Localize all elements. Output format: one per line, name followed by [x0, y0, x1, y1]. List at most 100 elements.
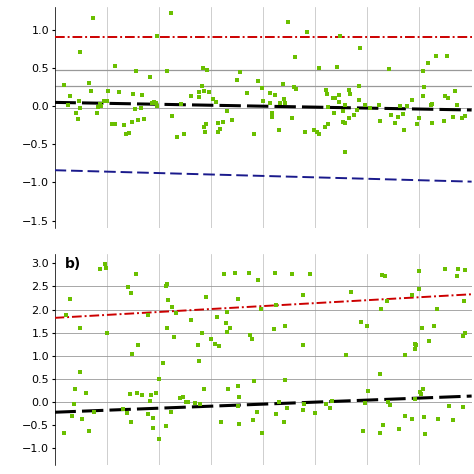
Point [138, 392, 146, 399]
Point [85, 80, 93, 87]
Point [376, 429, 384, 437]
Point [461, 329, 468, 337]
Point [93, 109, 101, 117]
Point [254, 408, 261, 416]
Point [460, 297, 467, 304]
Point [272, 270, 279, 277]
Point [147, 392, 155, 399]
Point [66, 92, 74, 100]
Point [339, 107, 346, 115]
Point [455, 265, 462, 273]
Point [417, 391, 425, 398]
Point [135, 116, 142, 123]
Point [415, 267, 422, 275]
Point [342, 148, 349, 156]
Point [341, 119, 349, 127]
Point [167, 9, 175, 17]
Point [96, 100, 104, 108]
Point [97, 102, 104, 110]
Point [441, 265, 449, 273]
Point [449, 113, 457, 121]
Point [343, 351, 350, 359]
Point [290, 83, 298, 91]
Point [246, 331, 254, 338]
Point [335, 91, 343, 99]
Point [219, 118, 227, 126]
Point [401, 126, 408, 134]
Point [384, 398, 392, 406]
Point [70, 400, 78, 408]
Point [95, 103, 102, 111]
Point [162, 423, 170, 430]
Point [433, 305, 441, 313]
Point [418, 324, 426, 332]
Point [419, 92, 427, 100]
Point [214, 128, 221, 136]
Point [171, 333, 178, 340]
Point [346, 86, 353, 93]
Point [103, 329, 110, 337]
Point [355, 82, 362, 90]
Point [234, 295, 242, 303]
Point [79, 416, 86, 423]
Point [115, 88, 123, 95]
Point [234, 402, 242, 410]
Point [424, 60, 432, 67]
Point [364, 387, 372, 395]
Point [71, 385, 79, 393]
Point [323, 401, 330, 408]
Point [91, 409, 98, 416]
Point [276, 99, 284, 107]
Point [399, 110, 407, 118]
Point [385, 65, 393, 73]
Point [284, 18, 292, 26]
Point [306, 270, 314, 278]
Point [140, 115, 148, 123]
Point [222, 319, 230, 327]
Point [150, 425, 157, 432]
Point [75, 97, 82, 104]
Point [275, 126, 283, 133]
Point [60, 429, 68, 437]
Point [100, 98, 108, 105]
Point [361, 400, 369, 407]
Point [259, 97, 267, 104]
Point [415, 114, 423, 122]
Point [60, 81, 68, 89]
Point [235, 420, 242, 428]
Point [268, 109, 275, 117]
Point [386, 401, 393, 409]
Point [223, 328, 230, 336]
Point [212, 98, 220, 106]
Point [191, 400, 199, 407]
Point [148, 100, 155, 107]
Point [108, 120, 115, 128]
Point [280, 419, 288, 426]
Point [394, 113, 402, 120]
Point [329, 94, 337, 101]
Point [103, 98, 110, 105]
Point [144, 311, 152, 319]
Point [153, 389, 160, 397]
Point [409, 96, 416, 103]
Point [363, 322, 371, 330]
Point [376, 117, 383, 125]
Point [310, 126, 318, 133]
Point [111, 62, 119, 70]
Point [403, 102, 411, 110]
Point [201, 128, 209, 136]
Point [220, 270, 228, 278]
Point [289, 270, 296, 278]
Point [449, 416, 456, 424]
Point [445, 402, 453, 410]
Point [168, 303, 176, 310]
Point [235, 383, 242, 390]
Point [299, 341, 307, 349]
Text: b): b) [65, 257, 81, 271]
Point [303, 28, 310, 36]
Point [273, 301, 280, 309]
Point [199, 82, 206, 90]
Point [270, 325, 277, 333]
Point [301, 128, 309, 136]
Point [435, 415, 442, 423]
